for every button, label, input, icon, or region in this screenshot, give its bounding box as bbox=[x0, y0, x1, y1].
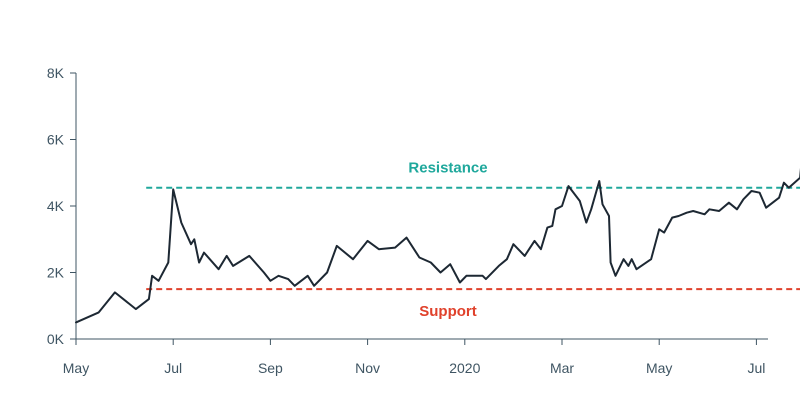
x-tick-label: Mar bbox=[550, 360, 574, 376]
price-series-line bbox=[75, 167, 800, 324]
y-tick-label: 2K bbox=[47, 265, 65, 281]
x-tick-label: Nov bbox=[355, 360, 380, 376]
x-tick-label: 2020 bbox=[449, 360, 480, 376]
y-tick-label: 4K bbox=[47, 198, 65, 214]
x-tick-label: May bbox=[63, 360, 89, 376]
y-tick-label: 0K bbox=[47, 331, 65, 347]
x-tick-label: May bbox=[646, 360, 672, 376]
y-tick-label: 8K bbox=[47, 65, 65, 81]
x-tick-label: Sep bbox=[258, 360, 283, 376]
x-tick-label: Jul bbox=[747, 360, 765, 376]
resistance-label: Resistance bbox=[408, 160, 487, 177]
x-tick-label: Jul bbox=[164, 360, 182, 376]
y-tick-label: 6K bbox=[47, 132, 65, 148]
support-label: Support bbox=[419, 303, 477, 320]
